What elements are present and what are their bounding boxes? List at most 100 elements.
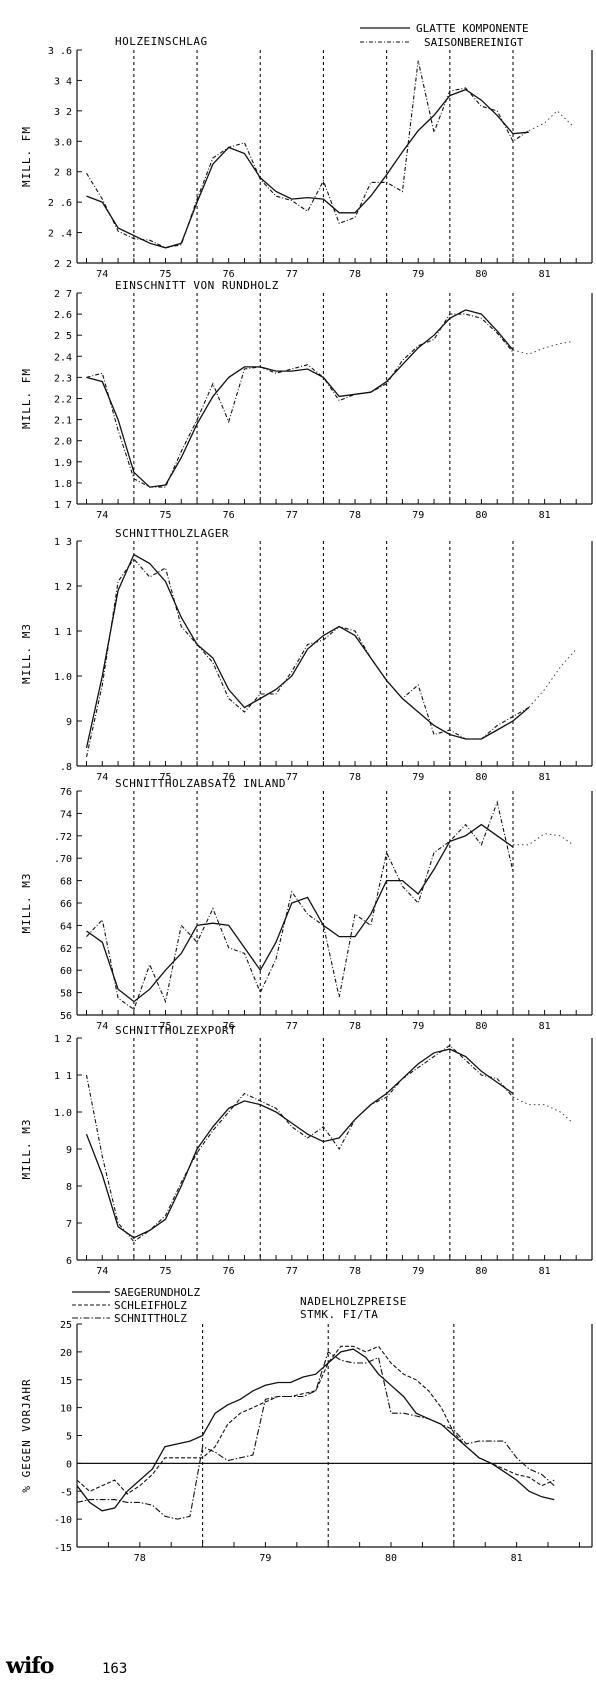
y-tick-label: .8 bbox=[60, 762, 72, 773]
x-tick-label: 78 bbox=[349, 772, 361, 783]
y-tick-label: 20 bbox=[60, 1348, 72, 1359]
x-tick-label: 81 bbox=[539, 772, 551, 783]
x-tick-label: 79 bbox=[412, 1021, 424, 1032]
x-tick-label: 74 bbox=[96, 1021, 108, 1032]
x-tick-label: 76 bbox=[223, 772, 235, 783]
chart-subtitle: STMK. FI/TA bbox=[300, 1308, 378, 1321]
y-tick-label: 1 2 bbox=[54, 1034, 72, 1045]
y-axis-label: MILL. M3 bbox=[20, 873, 33, 934]
wifo-logo: wifo bbox=[5, 1653, 54, 1679]
y-tick-label: 2 2 bbox=[54, 259, 72, 270]
x-tick-label: 75 bbox=[159, 510, 171, 521]
chart-title: EINSCHNITT VON RUNDHOLZ bbox=[115, 279, 279, 292]
y-tick-label: 9 bbox=[66, 1145, 72, 1156]
legend-label-schleifholz: SCHLEIFHOLZ bbox=[114, 1299, 187, 1312]
series-line-glatte-komponente bbox=[86, 88, 529, 249]
y-tick-label: 2 8 bbox=[54, 168, 72, 179]
x-tick-label: 80 bbox=[475, 1021, 487, 1032]
y-axis-label: MILL. FM bbox=[20, 126, 33, 187]
legend-label-smooth: GLATTE KOMPONENTE bbox=[416, 22, 529, 35]
y-tick-label: 68 bbox=[60, 877, 72, 888]
y-tick-label: 64 bbox=[60, 921, 72, 932]
y-tick-label: 6 bbox=[66, 1256, 72, 1267]
series-line-forecast bbox=[528, 110, 574, 132]
y-tick-label: -10 bbox=[54, 1515, 72, 1526]
x-tick-label: 77 bbox=[286, 1266, 298, 1277]
x-tick-label: 75 bbox=[159, 1266, 171, 1277]
series-line-saisonbereinigt bbox=[86, 313, 514, 488]
series-line-glatte-komponente bbox=[86, 823, 514, 1003]
series-line-forecast bbox=[512, 1096, 574, 1124]
y-tick-label: 74 bbox=[60, 809, 72, 820]
y-tick-label: 1.0 bbox=[54, 672, 72, 683]
series-line-saisonbereinigt bbox=[86, 60, 530, 249]
chart-title: NADELHOLZPREISE bbox=[300, 1295, 407, 1308]
y-tick-label: 2.3 bbox=[54, 373, 72, 384]
legend-label-schnittholz: SCHNITTHOLZ bbox=[114, 1312, 187, 1325]
x-tick-label: 75 bbox=[159, 1021, 171, 1032]
x-tick-label: 77 bbox=[286, 772, 298, 783]
y-tick-label: 2 7 bbox=[54, 289, 72, 300]
y-tick-label: 2 5 bbox=[54, 331, 72, 342]
y-tick-label: 76 bbox=[60, 787, 72, 798]
y-tick-label: 56 bbox=[60, 1011, 72, 1022]
y-tick-label: 15 bbox=[60, 1376, 72, 1387]
x-tick-label: 81 bbox=[539, 510, 551, 521]
panels: 74 75 76 77 78 79 80 812 22 .42 .62 83.03 23 43… bbox=[20, 35, 593, 1564]
x-tick-label: 76 bbox=[223, 510, 235, 521]
y-tick-label: 3.0 bbox=[54, 137, 72, 148]
y-tick-label: 58 bbox=[60, 989, 72, 1000]
y-tick-label: 0 bbox=[66, 1459, 72, 1470]
y-tick-label: 1 1 bbox=[54, 627, 72, 638]
y-tick-label: 1 1 bbox=[54, 1071, 72, 1082]
legend-label-saegerundholz: SAEGERUNDHOLZ bbox=[114, 1286, 200, 1299]
series-line-schnittholz bbox=[76, 1351, 555, 1520]
x-tick-label: 76 bbox=[223, 1266, 235, 1277]
series-line-glatte-komponente bbox=[85, 1048, 514, 1239]
y-tick-label: 66 bbox=[60, 899, 72, 910]
series-line-forecast bbox=[513, 833, 574, 846]
chart-title: SCHNITTHOLZEXPORT bbox=[115, 1024, 236, 1037]
x-tick-label: 74 bbox=[96, 269, 108, 280]
y-tick-label: 1 7 bbox=[54, 500, 72, 511]
series-line-glatte-komponente bbox=[85, 553, 530, 749]
y-tick-label: 8 bbox=[66, 1182, 72, 1193]
x-tick-label: 79 bbox=[259, 1553, 271, 1564]
series-line-saisonbereinigt bbox=[86, 800, 514, 1011]
x-tick-label: 81 bbox=[539, 1021, 551, 1032]
y-tick-label: 1.9 bbox=[54, 458, 72, 469]
x-tick-label: 77 bbox=[286, 510, 298, 521]
y-tick-label: 2.6 bbox=[54, 310, 72, 321]
x-tick-label: 79 bbox=[412, 269, 424, 280]
y-tick-label: 2.2 bbox=[54, 395, 72, 406]
x-tick-label: 78 bbox=[349, 510, 361, 521]
x-tick-label: 80 bbox=[385, 1553, 397, 1564]
x-tick-label: 74 bbox=[96, 772, 108, 783]
y-tick-label: 1 3 bbox=[54, 537, 72, 548]
y-tick-label: -15 bbox=[54, 1543, 72, 1554]
y-tick-label: 9 bbox=[66, 717, 72, 728]
y-tick-label: .70 bbox=[54, 854, 72, 865]
y-axis-label: MILL. M3 bbox=[20, 1119, 33, 1180]
x-tick-label: 76 bbox=[223, 1021, 235, 1032]
series-line-saegerundholz bbox=[76, 1348, 555, 1512]
y-tick-label: .72 bbox=[54, 832, 72, 843]
x-tick-label: 78 bbox=[349, 269, 361, 280]
series-line-glatte-komponente bbox=[86, 309, 514, 488]
x-tick-label: 77 bbox=[286, 269, 298, 280]
x-tick-label: 75 bbox=[159, 269, 171, 280]
y-axis-label: % GEGEN VORJAHR bbox=[20, 1378, 33, 1492]
y-tick-label: 10 bbox=[60, 1404, 72, 1415]
x-tick-label: 81 bbox=[511, 1553, 523, 1564]
x-tick-label: 80 bbox=[475, 1266, 487, 1277]
y-axis-label: MILL. M3 bbox=[20, 623, 33, 684]
legend-label-sais: SAISONBEREINIGT bbox=[424, 36, 524, 49]
series-line-saisonbereinigt bbox=[85, 558, 530, 758]
series-line-forecast bbox=[528, 648, 577, 708]
x-tick-label: 76 bbox=[223, 269, 235, 280]
series-line-saisonbereinigt bbox=[85, 1044, 514, 1243]
y-tick-label: 2 .4 bbox=[48, 229, 72, 240]
x-tick-label: 77 bbox=[286, 1021, 298, 1032]
y-tick-label: 1.0 bbox=[54, 1108, 72, 1119]
legend-top: GLATTE KOMPONENTE SAISONBEREINIGT bbox=[360, 22, 529, 49]
